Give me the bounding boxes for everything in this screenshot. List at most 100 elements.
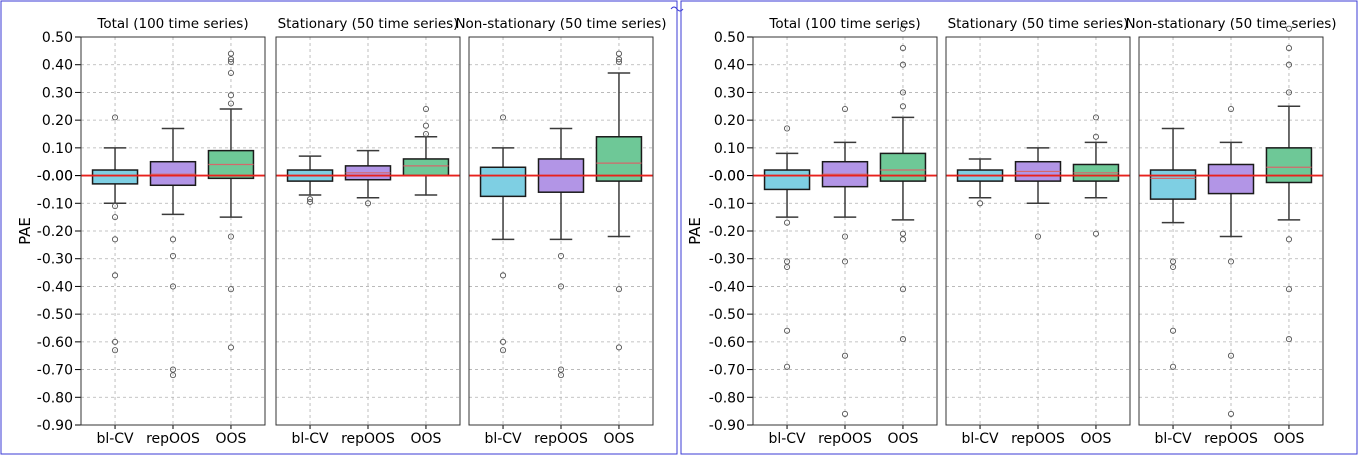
outlier-point [111,338,119,345]
outlier-point [422,130,430,138]
box-iqr [402,158,450,177]
outlier-point [111,236,119,243]
outlier-point [422,122,430,129]
panel-2: bl-CV repOOS OOS Stationary (50 time series… [945,16,1131,447]
panel-1: bl-CV repOOS OOS Total (100 time series) [80,16,266,447]
outlier-point [557,283,565,290]
x-tick-label: bl-CV [961,431,999,447]
y-tick-label: 0.10 [42,141,73,157]
y-tick-label: 0.20 [714,113,745,129]
panel-frame [945,36,1131,426]
box-bl-CV [479,114,527,354]
chart-1: PAE 0.50 0.40 0.30 0.20 0.10 0.00-0.00 -0.10 -0.… [16,16,667,447]
box-iqr [1265,147,1313,184]
panel-title: Stationary (50 time series) [948,16,1129,32]
box-iqr [1149,169,1197,200]
box-bl-CV [91,114,139,354]
outlier-point [422,106,430,113]
outlier-point [899,336,907,343]
outlier-point [615,286,623,293]
outlier-point [899,45,907,52]
outlier-point [227,100,235,107]
box-iqr [479,166,527,198]
frame-tilde-mark [670,6,684,12]
box-repOOS [1207,106,1255,417]
y-tick-label: -0.00 [709,169,745,185]
y-tick-label: 0.50 [714,30,745,46]
outlier-point [1227,106,1235,113]
outlier-point [306,198,314,205]
outlier-point [1285,61,1293,68]
x-tick-label: OOS [1080,431,1111,447]
y-tick-label: 0.40 [42,58,73,74]
outlier-point [227,286,235,293]
x-tick-label: OOS [215,431,246,447]
outlier-point [169,283,177,290]
outlier-point [899,61,907,68]
y-tick-label: 0.10 [714,141,745,157]
outlier-point [557,252,565,259]
y-axis-label: PAE [686,217,704,245]
outlier-point [1092,114,1100,121]
box-bl-CV [286,155,334,205]
box-repOOS [821,106,869,417]
y-tick-label: -0.20 [709,224,745,240]
outlier-point [899,89,907,96]
outlier-point [976,200,984,207]
y-tick-label: 0.30 [714,85,745,101]
y-tick-label: -0.80 [37,390,73,406]
outlier-point [783,125,791,132]
x-tick-label: repOOS [146,431,200,447]
outlier-point [841,352,849,359]
outlier-point [227,92,235,99]
outlier-point [841,233,849,240]
box-iqr [1207,163,1255,195]
y-tick-label: -0.60 [709,335,745,351]
outlier-point [1285,25,1293,32]
outlier-point [169,236,177,243]
chart-2: PAE 0.50 0.40 0.30 0.20 0.10 0.00-0.00 -0.10 -0.… [686,16,1337,447]
y-axis-label: PAE [16,217,34,245]
outlier-point [1285,89,1293,96]
outlier-point [899,25,907,32]
outlier-point [841,106,849,113]
y-tick-label: -0.30 [37,252,73,268]
outlier-point [499,338,507,345]
panel-3: bl-CV repOOS OOS Non-stationary (50 time se… [455,16,666,447]
box-repOOS [149,127,197,379]
left-figure-frame [0,0,678,455]
y-tick-label: -0.30 [709,252,745,268]
box-iqr [91,169,139,185]
y-tick-label: 0.20 [42,113,73,129]
outlier-point [1169,327,1177,334]
outlier-point [364,200,372,207]
panel-title: Total (100 time series) [768,16,920,32]
box-repOOS [344,149,392,207]
x-tick-label: repOOS [1204,431,1258,447]
box-iqr [879,152,927,182]
panel-frame [275,36,461,426]
outlier-point [1169,363,1177,370]
y-tick-label: -0.90 [709,418,745,434]
outlier-point [1169,263,1177,271]
y-tick-label: -0.90 [37,418,73,434]
outlier-point [1285,336,1293,343]
box-iqr [763,169,811,191]
box-OOS [879,25,927,343]
outlier-point [615,56,623,63]
outlier-point [111,214,119,221]
x-tick-label: repOOS [534,431,588,447]
outlier-point [1092,133,1100,140]
outlier-point [1227,352,1235,359]
outlier-point [111,203,119,210]
box-iqr [149,160,197,187]
y-tick-label: 0.00 [42,169,73,185]
box-iqr [595,136,643,182]
outlier-point [615,58,623,65]
y-tick-label: -0.70 [37,363,73,379]
x-tick-label: bl-CV [1154,431,1192,447]
outlier-point [783,219,791,226]
outlier-point [227,344,235,351]
outlier-point [499,114,507,121]
